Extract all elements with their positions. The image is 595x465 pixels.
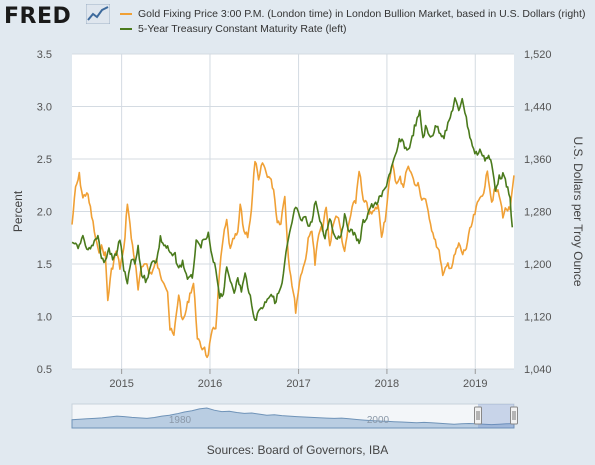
legend-item-gold[interactable]: Gold Fixing Price 3:00 P.M. (London time… <box>120 6 585 21</box>
source-note: Sources: Board of Governors, IBA <box>206 443 389 457</box>
y-left-tick-label: 0.5 <box>37 364 52 376</box>
navigator-selection[interactable] <box>478 404 514 428</box>
y-left-axis-title: Percent <box>11 190 25 232</box>
y-left-tick-label: 2.5 <box>37 154 52 166</box>
legend-swatch-treasury <box>120 27 132 30</box>
y-left-tick-label: 1.5 <box>37 259 52 271</box>
y-left-tick-label: 3.5 <box>37 49 52 61</box>
chart-legend: Gold Fixing Price 3:00 P.M. (London time… <box>120 6 585 36</box>
y-right-tick-label: 1,200 <box>524 259 552 271</box>
x-tick-label: 2017 <box>286 378 310 390</box>
y-right-tick-label: 1,120 <box>524 312 552 324</box>
y-right-tick-label: 1,440 <box>524 102 552 114</box>
x-tick-label: 2019 <box>463 378 487 390</box>
y-left-tick-label: 2.0 <box>37 207 52 219</box>
y-left-tick-label: 1.0 <box>37 312 52 324</box>
line-chart-icon <box>86 4 110 24</box>
legend-swatch-gold <box>120 12 132 15</box>
fred-logo: FRED <box>4 4 72 29</box>
navigator-series <box>71 407 515 429</box>
navigator-label: 2000 <box>367 415 390 426</box>
series-line-treasury <box>71 97 514 322</box>
chart-svg: 0.5 1.0 1.5 2.0 2.5 3.0 3.5 1,040 1,120 1,200 1,28… <box>11 49 585 429</box>
y-right-tick-label: 1,280 <box>524 207 552 219</box>
y-right-tick-label: 1,520 <box>524 49 552 61</box>
y-right-tick-label: 1,360 <box>524 154 552 166</box>
navigator-handle-left[interactable] <box>474 406 482 425</box>
series-line-gold <box>71 160 515 359</box>
y-left-tick-label: 3.0 <box>37 102 52 114</box>
navigator-handle-right[interactable] <box>510 406 518 425</box>
legend-label-gold: Gold Fixing Price 3:00 P.M. (London time… <box>138 7 586 20</box>
legend-item-treasury[interactable]: 5-Year Treasury Constant Maturity Rate (… <box>120 21 585 36</box>
y-right-axis-title: U.S. Dollars per Troy Ounce <box>571 136 585 286</box>
x-tick-label: 2015 <box>109 378 133 390</box>
x-tick-label: 2018 <box>375 378 399 390</box>
legend-label-treasury: 5-Year Treasury Constant Maturity Rate (… <box>138 22 347 35</box>
y-right-tick-label: 1,040 <box>524 364 552 376</box>
navigator-label: 1980 <box>169 415 192 426</box>
x-tick-label: 2016 <box>198 378 222 390</box>
